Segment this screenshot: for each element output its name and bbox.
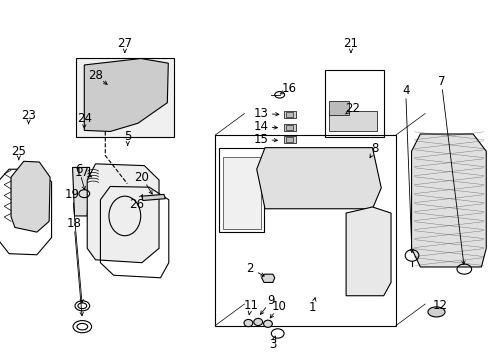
Bar <box>285 125 292 130</box>
Text: 22: 22 <box>345 102 360 114</box>
Text: 28: 28 <box>88 69 103 82</box>
Text: 16: 16 <box>282 82 296 95</box>
Text: 11: 11 <box>243 299 258 312</box>
Polygon shape <box>11 161 50 232</box>
Text: 3: 3 <box>268 338 276 351</box>
Polygon shape <box>411 134 485 267</box>
Text: 8: 8 <box>371 142 378 155</box>
Bar <box>219 148 264 232</box>
Text: 14: 14 <box>254 120 268 133</box>
Bar <box>325 70 383 137</box>
Ellipse shape <box>244 319 252 327</box>
Bar <box>283 123 295 131</box>
Text: 23: 23 <box>21 109 36 122</box>
Text: 25: 25 <box>11 145 26 158</box>
Polygon shape <box>87 164 159 263</box>
Polygon shape <box>142 194 165 201</box>
Bar <box>285 137 292 142</box>
Polygon shape <box>346 207 390 296</box>
Text: 18: 18 <box>66 217 81 230</box>
Ellipse shape <box>263 320 272 327</box>
Polygon shape <box>84 59 168 131</box>
Text: 13: 13 <box>254 107 268 120</box>
Polygon shape <box>256 148 381 209</box>
Text: 5: 5 <box>124 130 131 143</box>
Text: 1: 1 <box>308 301 316 314</box>
Bar <box>328 111 377 131</box>
Bar <box>283 111 295 118</box>
Ellipse shape <box>253 318 262 325</box>
Text: 9: 9 <box>267 294 275 307</box>
Text: 21: 21 <box>343 37 358 50</box>
Text: 17: 17 <box>75 166 90 179</box>
Bar <box>222 157 260 229</box>
Text: 26: 26 <box>129 198 144 211</box>
Bar <box>215 135 395 325</box>
Text: 15: 15 <box>254 133 268 146</box>
Ellipse shape <box>427 307 444 317</box>
Bar <box>285 112 292 117</box>
Bar <box>76 58 173 137</box>
Bar <box>283 136 295 143</box>
Bar <box>328 101 348 114</box>
Text: 6: 6 <box>75 163 82 176</box>
Text: 2: 2 <box>245 262 253 275</box>
Polygon shape <box>72 167 89 216</box>
Text: 24: 24 <box>77 112 92 125</box>
Text: 12: 12 <box>431 299 447 312</box>
Polygon shape <box>261 274 274 283</box>
Text: 27: 27 <box>117 37 132 50</box>
Text: 20: 20 <box>134 171 149 184</box>
Text: 7: 7 <box>437 75 444 87</box>
Text: 10: 10 <box>271 300 286 313</box>
Text: 4: 4 <box>401 84 408 96</box>
Text: 19: 19 <box>65 188 80 201</box>
